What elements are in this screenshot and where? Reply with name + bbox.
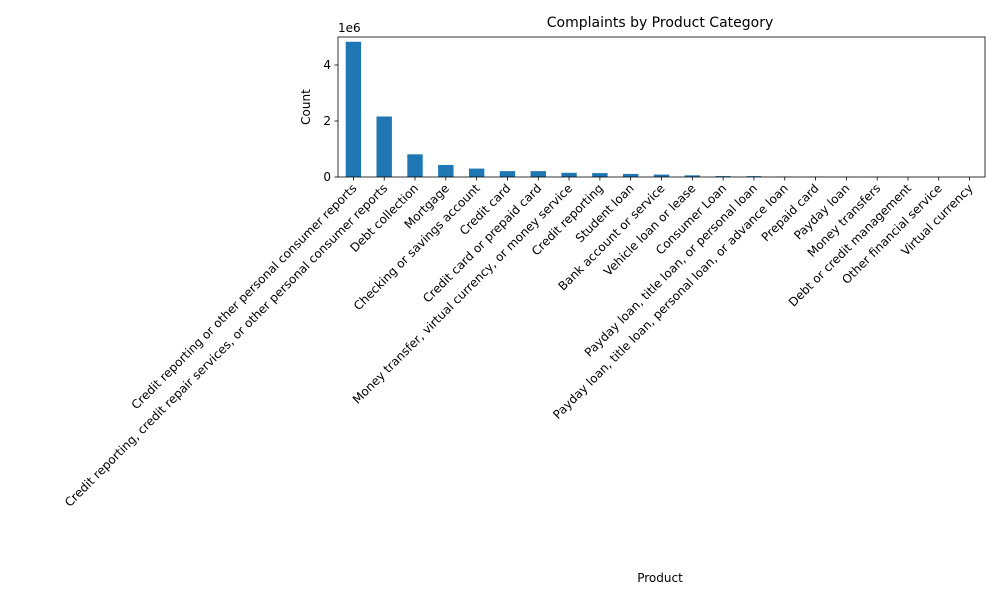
bar	[469, 169, 484, 177]
bar	[377, 117, 392, 177]
y-axis-label: Count	[299, 89, 313, 125]
bar	[623, 174, 638, 177]
x-tick-label: Credit reporting or other personal consu…	[129, 181, 360, 412]
x-axis-ticks: Credit reporting or other personal consu…	[62, 177, 976, 510]
plot-frame	[338, 37, 985, 177]
chart-title: Complaints by Product Category	[547, 15, 774, 31]
y-tick-label: 0	[323, 170, 331, 184]
y-tick-label: 2	[323, 114, 331, 128]
y-axis-multiplier-label: 1e6	[338, 21, 361, 35]
bar	[346, 42, 361, 177]
bar	[592, 173, 607, 177]
x-tick-label: Credit reporting, credit repair services…	[62, 181, 390, 509]
x-axis-label: Product	[637, 571, 683, 585]
bars-group	[346, 42, 978, 177]
bar	[531, 171, 546, 177]
y-axis-ticks: 0 2 4	[323, 58, 338, 184]
bar	[500, 171, 515, 177]
bar	[561, 173, 576, 177]
y-tick-label: 4	[323, 58, 331, 72]
bar	[407, 154, 422, 177]
bar	[438, 165, 453, 177]
